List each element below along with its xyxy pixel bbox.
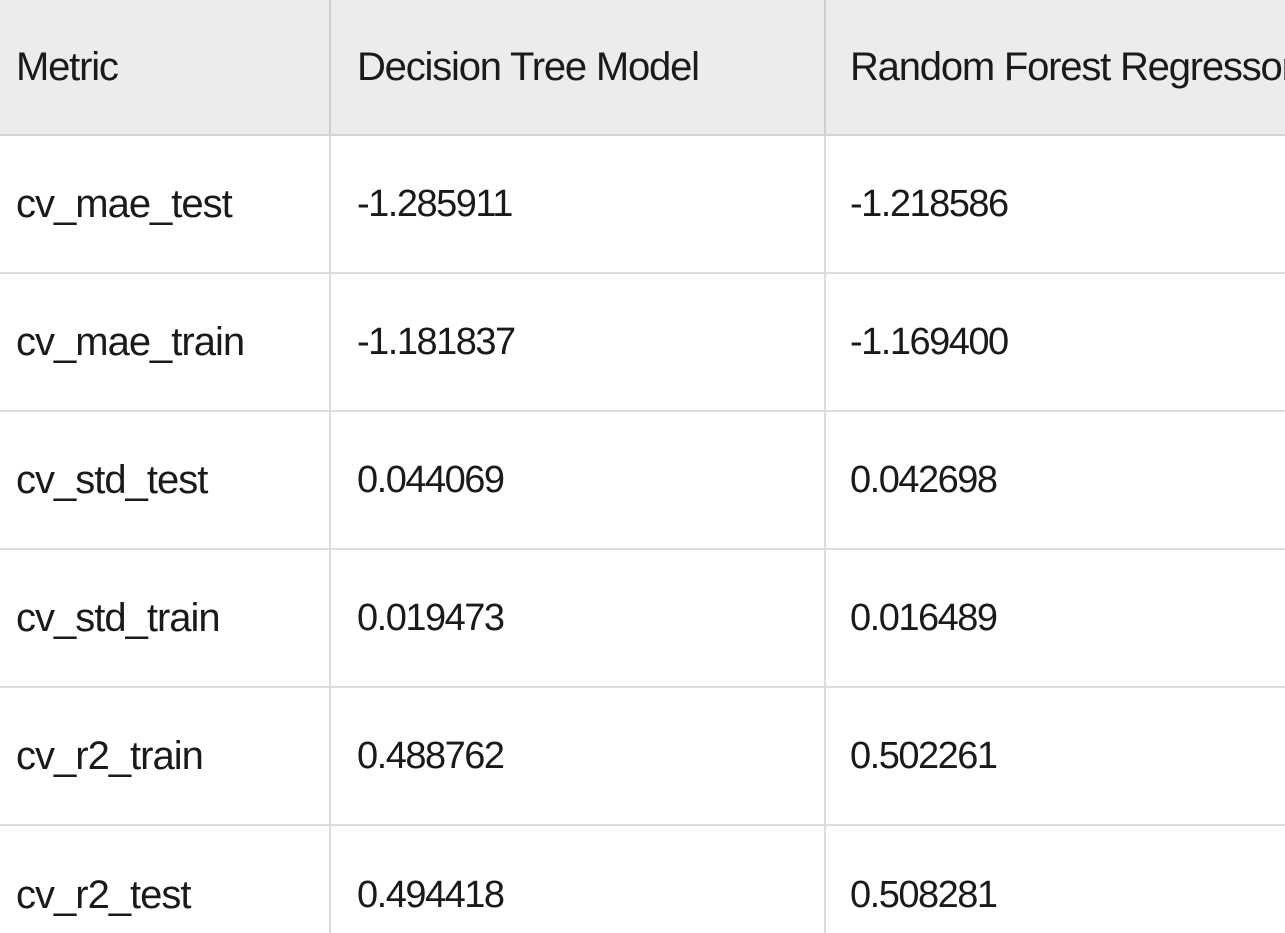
header-decision-tree: Decision Tree Model — [331, 0, 826, 134]
random-forest-value: -1.218586 — [850, 182, 1009, 225]
table-row: cv_mae_train -1.181837 -1.169400 — [0, 274, 1285, 412]
table-row: cv_mae_test -1.285911 -1.218586 — [0, 136, 1285, 274]
metric-name: cv_mae_train — [0, 274, 331, 410]
table-header-row: Metric Decision Tree Model Random Forest… — [0, 0, 1285, 136]
decision-tree-value: -1.285911 — [331, 136, 826, 272]
table-row: cv_r2_test 0.494418 0.508281 — [0, 826, 1285, 933]
random-forest-value: 0.016489 — [850, 596, 998, 639]
metric-name: cv_std_train — [0, 550, 331, 686]
random-forest-value: 0.502261 — [850, 734, 998, 777]
decision-tree-value: 0.488762 — [331, 688, 826, 824]
decision-tree-value: -1.181837 — [331, 274, 826, 410]
header-metric: Metric — [0, 0, 331, 134]
metric-name: cv_mae_test — [0, 136, 331, 272]
decision-tree-value: 0.019473 — [331, 550, 826, 686]
random-forest-value: 0.042698 — [850, 458, 998, 501]
metric-name: cv_std_test — [0, 412, 331, 548]
metric-name: cv_r2_train — [0, 688, 331, 824]
table-row: cv_std_test 0.044069 0.042698 — [0, 412, 1285, 550]
table-row: cv_r2_train 0.488762 0.502261 — [0, 688, 1285, 826]
metric-name: cv_r2_test — [0, 826, 331, 933]
decision-tree-value: 0.044069 — [331, 412, 826, 548]
table-row: cv_std_train 0.019473 0.016489 — [0, 550, 1285, 688]
random-forest-value: 0.508281 — [850, 873, 998, 916]
random-forest-value: -1.169400 — [850, 320, 1009, 363]
header-random-forest: Random Forest Regressor (RFR) — [850, 44, 1285, 89]
decision-tree-value: 0.494418 — [331, 826, 826, 933]
